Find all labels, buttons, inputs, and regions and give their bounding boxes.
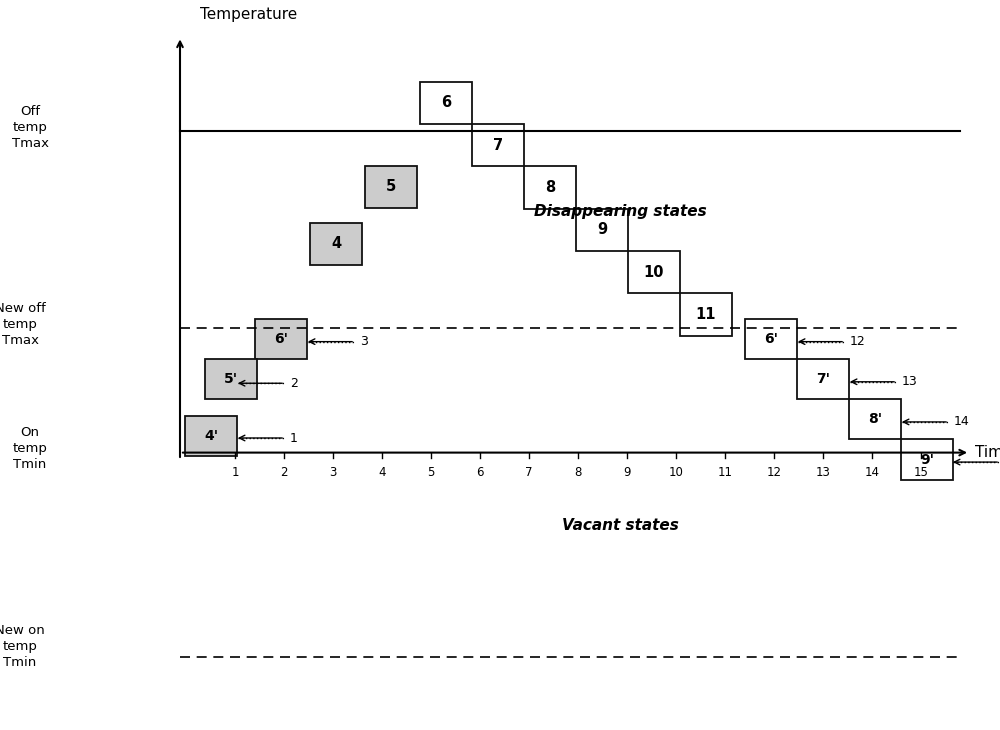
Text: 8: 8 — [574, 466, 582, 479]
Text: On
temp
Tmin: On temp Tmin — [13, 426, 47, 472]
Text: 6': 6' — [274, 332, 288, 346]
Text: 11: 11 — [696, 307, 716, 322]
Text: 8': 8' — [868, 412, 882, 426]
Text: 13: 13 — [816, 466, 830, 479]
Text: Time: Time — [975, 445, 1000, 460]
Text: New on
temp
Tmin: New on temp Tmin — [0, 623, 45, 669]
Text: Disappearing states: Disappearing states — [534, 204, 706, 219]
Text: 15: 15 — [914, 466, 928, 479]
Text: 14: 14 — [864, 466, 880, 479]
Bar — [205, 359, 257, 399]
Text: 14: 14 — [954, 415, 970, 429]
Bar — [255, 319, 307, 359]
Bar — [745, 319, 797, 359]
Text: Off
temp
Tmax: Off temp Tmax — [12, 105, 48, 150]
Text: 3: 3 — [360, 335, 368, 348]
Bar — [576, 209, 628, 251]
Text: 1: 1 — [231, 466, 239, 479]
Text: 12: 12 — [850, 335, 866, 348]
Bar — [628, 251, 680, 293]
Text: 5: 5 — [386, 180, 396, 194]
Bar — [680, 293, 732, 336]
Text: 4': 4' — [204, 429, 218, 443]
Text: New off
temp
Tmax: New off temp Tmax — [0, 302, 45, 347]
Text: 6: 6 — [476, 466, 484, 479]
Text: 7: 7 — [525, 466, 533, 479]
Text: 6': 6' — [764, 332, 778, 346]
Bar — [310, 223, 362, 265]
Text: 9: 9 — [597, 223, 607, 237]
Text: 11: 11 — [718, 466, 732, 479]
Text: 12: 12 — [767, 466, 782, 479]
Text: 7': 7' — [816, 372, 830, 386]
Bar — [420, 82, 472, 124]
Text: 2: 2 — [280, 466, 288, 479]
Text: Temperature: Temperature — [200, 7, 297, 22]
Text: 1: 1 — [290, 431, 298, 445]
Text: Vacant states: Vacant states — [562, 518, 678, 533]
Text: 4: 4 — [331, 237, 341, 251]
Bar — [901, 439, 953, 480]
Text: 13: 13 — [902, 375, 918, 388]
Bar — [365, 166, 417, 208]
Bar — [849, 399, 901, 439]
Text: 10: 10 — [644, 265, 664, 280]
Text: 8: 8 — [545, 180, 555, 195]
Text: 7: 7 — [493, 138, 503, 153]
Bar — [185, 416, 237, 456]
Text: 5: 5 — [427, 466, 435, 479]
Text: 10: 10 — [669, 466, 683, 479]
Text: 5': 5' — [224, 372, 238, 386]
Bar — [524, 166, 576, 209]
Text: 3: 3 — [329, 466, 337, 479]
Text: 9: 9 — [623, 466, 631, 479]
Bar — [797, 359, 849, 399]
Text: 4: 4 — [378, 466, 386, 479]
Bar — [472, 124, 524, 166]
Text: 9': 9' — [920, 453, 934, 466]
Text: 6: 6 — [441, 96, 451, 110]
Text: 2: 2 — [290, 377, 298, 390]
